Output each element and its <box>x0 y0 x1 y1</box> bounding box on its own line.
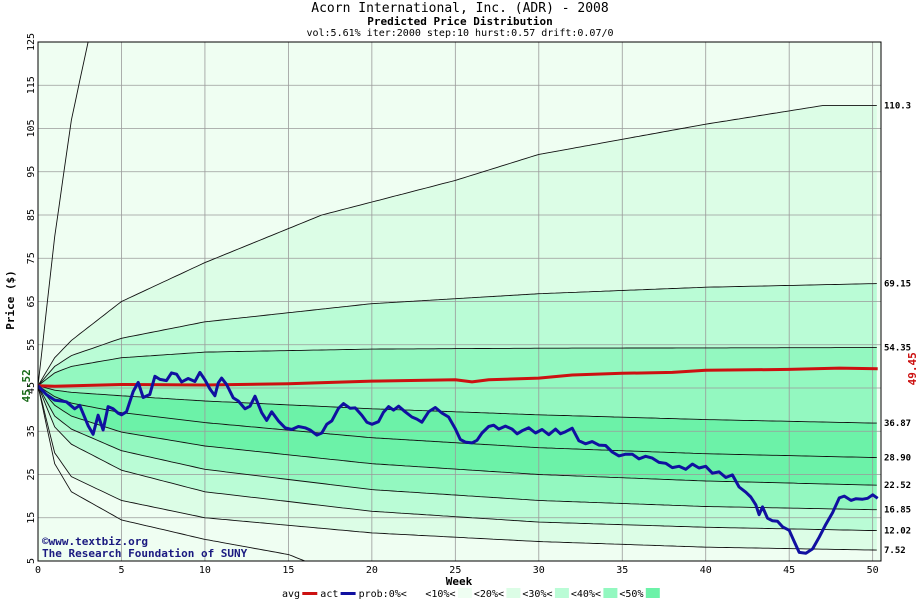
y-tick-label: 95 <box>26 166 37 178</box>
legend-label: prob:0%< <box>359 589 407 600</box>
y-tick-label: 105 <box>26 119 37 137</box>
end-average-label: 49.45 <box>906 352 919 385</box>
x-tick-label: 5 <box>118 565 124 576</box>
legend-color-swatch <box>506 588 521 598</box>
percentile-end-label: 7.52 <box>884 546 906 556</box>
x-tick-label: 45 <box>783 565 795 576</box>
percentile-end-label: 54.35 <box>884 344 911 354</box>
outer-percentile-curve <box>38 385 306 561</box>
watermark-url: ©www.textbiz.org <box>42 535 148 548</box>
x-tick-label: 30 <box>533 565 545 576</box>
percentile-curve <box>38 283 877 387</box>
percentile-end-label: 16.85 <box>884 506 911 516</box>
probability-band <box>38 347 877 424</box>
percentile-end-label: 28.90 <box>884 454 911 464</box>
x-tick-label: 20 <box>366 565 378 576</box>
average-price-line <box>38 366 878 388</box>
legend-color-swatch <box>554 588 569 598</box>
x-tick-label: 0 <box>35 565 41 576</box>
x-tick-label: 10 <box>199 565 211 576</box>
actual-price-line <box>38 370 879 555</box>
percentile-curve <box>38 385 877 532</box>
legend-label: <50% <box>619 589 643 600</box>
y-tick-label: 25 <box>26 468 37 480</box>
y-tick-label: 45 <box>26 382 37 394</box>
percentile-curve <box>38 385 877 424</box>
probability-band <box>38 385 877 458</box>
percentile-end-label: 22.52 <box>884 481 911 491</box>
legend-color-swatch <box>457 588 472 598</box>
percentile-curve <box>38 105 877 387</box>
x-tick-label: 40 <box>700 565 712 576</box>
probability-band <box>38 283 877 386</box>
probability-band <box>38 385 877 551</box>
plot-frame <box>37 41 882 562</box>
legend-label: <10%< <box>425 589 455 600</box>
x-tick-label: 25 <box>449 565 461 576</box>
chart-parameters: vol:5.61% iter:2000 step:10 hurst:0.57 d… <box>306 28 613 39</box>
chart-legend: avg act prob:0%< <10%< <20%< <30%< <40%< <50% <box>282 588 660 600</box>
outer-percentile-curve <box>38 42 89 386</box>
percentile-end-label: 69.15 <box>884 280 911 290</box>
y-tick-label: 125 <box>26 33 37 51</box>
legend-label: avg <box>282 589 300 600</box>
percentile-end-label: 12.02 <box>884 527 911 537</box>
y-tick-label: 5 <box>26 558 37 564</box>
x-axis-label: Week <box>446 575 473 588</box>
legend-line-swatch <box>340 592 356 595</box>
y-tick-label: 35 <box>26 425 37 437</box>
percentile-end-label: 110.3 <box>884 102 911 112</box>
percentile-curve <box>38 347 877 387</box>
start-price-label: 45.52 <box>20 369 33 402</box>
y-tick-label: 85 <box>26 209 37 221</box>
probability-band <box>38 385 877 510</box>
y-tick-label: 115 <box>26 76 37 94</box>
y-tick-label: 75 <box>26 252 37 264</box>
percentile-end-label: 36.87 <box>884 419 911 429</box>
probability-band <box>38 105 877 386</box>
chart-title: Acorn International, Inc. (ADR) - 2008 <box>311 1 608 16</box>
legend-label: <40%< <box>571 589 601 600</box>
percentile-curve <box>38 385 877 511</box>
percentile-curve <box>38 385 877 459</box>
chart-subtitle: Predicted Price Distribution <box>367 15 552 28</box>
watermark-org: The Research Foundation of SUNY <box>42 547 248 560</box>
y-tick-label: 15 <box>26 512 37 524</box>
probability-band <box>38 385 877 486</box>
x-tick-label: 50 <box>867 565 879 576</box>
y-axis-label: Price ($) <box>4 270 17 330</box>
percentile-curve <box>38 385 877 551</box>
legend-label: act <box>320 589 338 600</box>
y-tick-label: 55 <box>26 339 37 351</box>
x-tick-label: 15 <box>282 565 294 576</box>
legend-label: <20%< <box>474 589 504 600</box>
legend-color-swatch <box>645 588 660 598</box>
y-tick-label: 65 <box>26 295 37 307</box>
x-tick-label: 35 <box>616 565 628 576</box>
legend-line-swatch <box>302 592 318 595</box>
probability-band <box>38 385 877 531</box>
legend-color-swatch <box>603 588 618 598</box>
legend-label: <30%< <box>522 589 552 600</box>
